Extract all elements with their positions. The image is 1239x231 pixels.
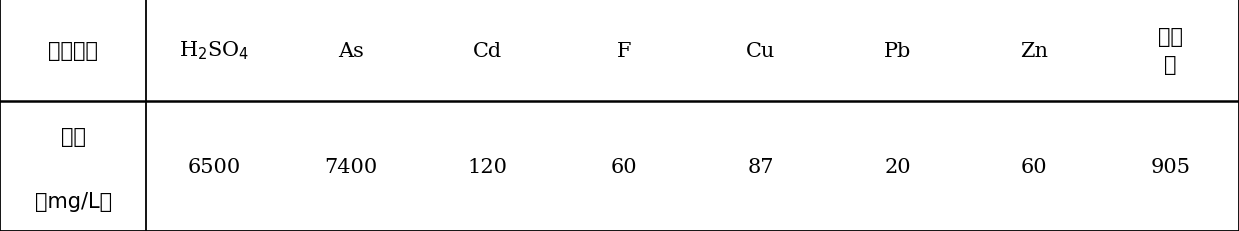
Text: 水质成分: 水质成分 [48,41,98,61]
Text: H$_2$SO$_4$: H$_2$SO$_4$ [180,40,250,62]
Text: As: As [338,41,364,60]
Text: 60: 60 [611,157,638,176]
Text: 悬浮
物: 悬浮 物 [1158,27,1183,75]
Text: Zn: Zn [1020,41,1048,60]
Text: 6500: 6500 [188,157,242,176]
Text: 20: 20 [885,157,911,176]
Text: 87: 87 [747,157,774,176]
Text: Pb: Pb [883,41,911,60]
Text: F: F [617,41,632,60]
Text: 60: 60 [1021,157,1047,176]
Text: 120: 120 [467,157,508,176]
Text: （mg/L）: （mg/L） [35,191,112,211]
Text: 7400: 7400 [325,157,378,176]
Text: Cu: Cu [746,41,776,60]
Text: Cd: Cd [473,41,502,60]
Text: 含量: 含量 [61,126,85,146]
Text: 905: 905 [1151,157,1191,176]
